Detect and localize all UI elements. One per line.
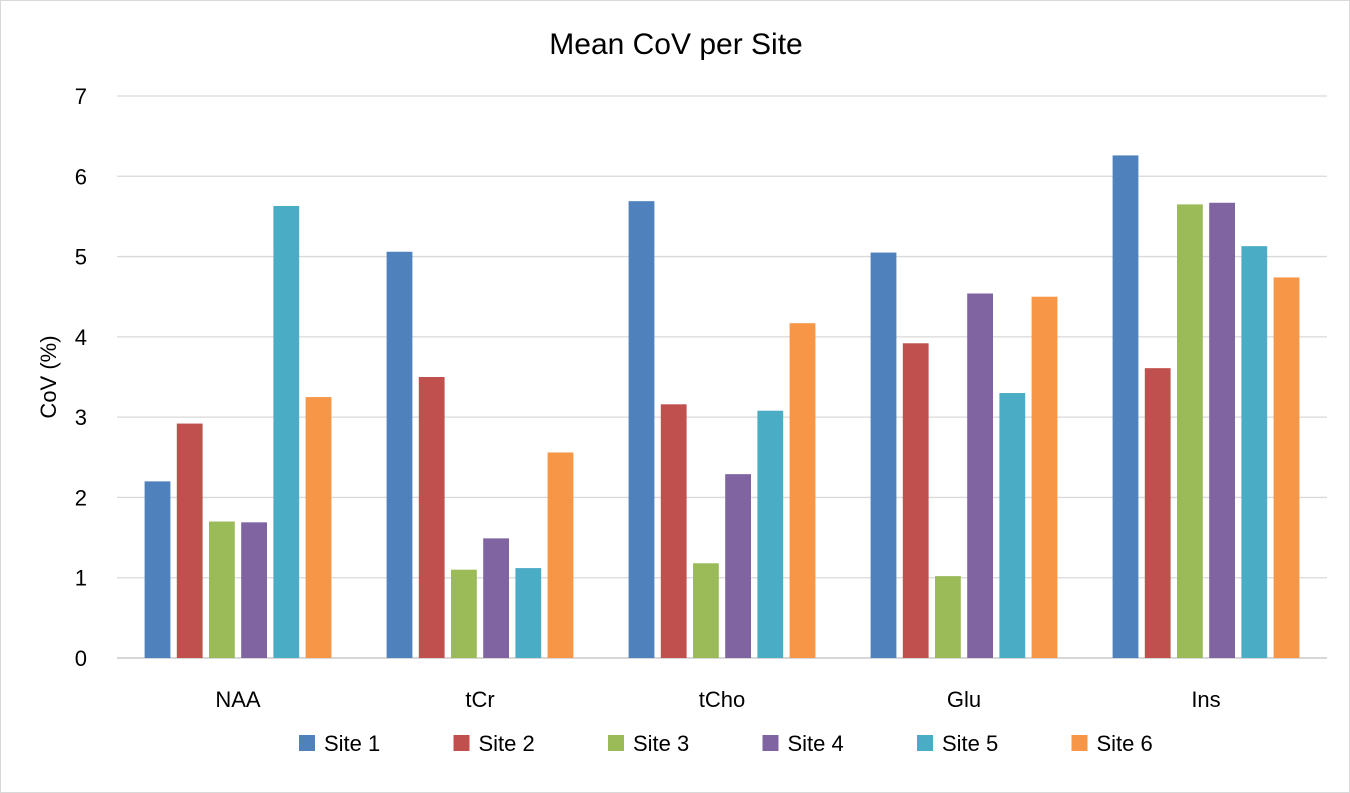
bar-tcr-site-6	[547, 452, 574, 658]
y-tick-label: 5	[75, 245, 87, 270]
bar-naa-site-1	[144, 481, 171, 658]
legend-label: Site 1	[324, 731, 380, 756]
bar-naa-site-3	[209, 521, 235, 658]
bar-glu-site-6	[1031, 296, 1058, 658]
legend: Site 1 Site 2 Site 3 Site 4 Site 5 Site 6	[299, 731, 1153, 756]
y-tick-label: 7	[75, 84, 87, 109]
legend-swatch-site-3	[608, 735, 624, 751]
bar-tcho-site-2	[660, 404, 687, 658]
y-tick-label: 0	[75, 646, 87, 671]
legend-swatch-site-4	[762, 735, 779, 751]
bar-tcho-site-4	[725, 474, 751, 658]
chart-title: Mean CoV per Site	[549, 28, 802, 61]
bar-tcho-site-1	[628, 201, 655, 658]
bar-glu-site-1	[870, 252, 897, 659]
bar-naa-site-5	[273, 205, 300, 658]
bar-ins-site-2	[1144, 368, 1171, 658]
bar-ins-site-1	[1112, 155, 1139, 658]
legend-label: Site 4	[788, 731, 844, 756]
legend-swatch-site-1	[299, 735, 315, 751]
x-tick-label: Glu	[947, 687, 981, 712]
bar-tcho-site-6	[789, 323, 816, 658]
legend-label: Site 5	[942, 731, 998, 756]
y-axis-label: CoV (%)	[36, 335, 61, 418]
bar-tcho-site-5	[757, 410, 784, 658]
y-tick-label: 2	[75, 485, 87, 510]
y-tick-label: 6	[75, 164, 87, 189]
y-tick-label: 3	[75, 405, 87, 430]
bar-ins-site-5	[1241, 246, 1268, 659]
bar-tcr-site-3	[451, 569, 477, 658]
bar-tcr-site-5	[515, 568, 542, 658]
bar-ins-site-4	[1209, 202, 1235, 658]
legend-swatch-site-5	[917, 735, 933, 751]
bar-tcr-site-1	[386, 251, 413, 659]
bar-tcr-site-2	[418, 377, 445, 658]
x-tick-label: tCr	[465, 687, 494, 712]
y-tick-label: 4	[75, 325, 87, 350]
x-tick-label: Ins	[1191, 687, 1220, 712]
legend-label: Site 2	[479, 731, 535, 756]
legend-swatch-site-6	[1071, 735, 1088, 751]
bar-glu-site-3	[935, 576, 961, 658]
legend-swatch-site-2	[453, 735, 470, 751]
bar-glu-site-4	[967, 293, 993, 658]
bar-ins-site-6	[1273, 277, 1300, 658]
bar-ins-site-3	[1177, 204, 1203, 658]
x-axis-ticks: NAA tCr tCho Glu Ins	[215, 687, 1220, 712]
legend-label: Site 3	[633, 731, 689, 756]
x-tick-label: tCho	[699, 687, 745, 712]
y-tick-label: 1	[75, 566, 87, 591]
bar-naa-site-6	[305, 397, 332, 658]
bar-tcho-site-3	[693, 563, 719, 658]
bar-glu-site-5	[999, 393, 1026, 658]
bar-glu-site-2	[902, 343, 929, 658]
bar-naa-site-2	[176, 423, 203, 658]
bar-tcr-site-4	[483, 538, 509, 658]
bars	[144, 155, 1300, 659]
bar-naa-site-4	[241, 522, 267, 658]
y-axis-ticks: 0 1 2 3 4 5 6 7	[75, 84, 87, 671]
x-tick-label: NAA	[215, 687, 261, 712]
legend-label: Site 6	[1097, 731, 1153, 756]
